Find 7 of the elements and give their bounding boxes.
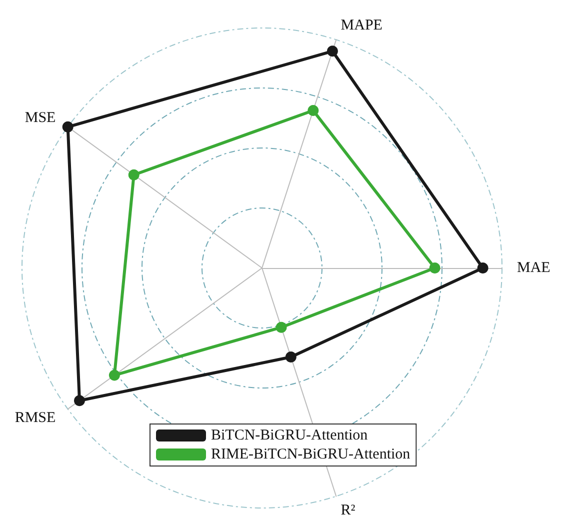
spoke-label: MAPE (340, 17, 382, 34)
spoke-label: MSE (24, 110, 56, 126)
legend-label: RIME-BiTCN-BiGRU-Attention (211, 446, 411, 462)
spoke-label: MAE (517, 260, 550, 276)
spoke-label: R² (340, 502, 356, 519)
legend-label: BiTCN-BiGRU-Attention (211, 428, 368, 444)
spoke-label: RMSE (14, 410, 56, 426)
